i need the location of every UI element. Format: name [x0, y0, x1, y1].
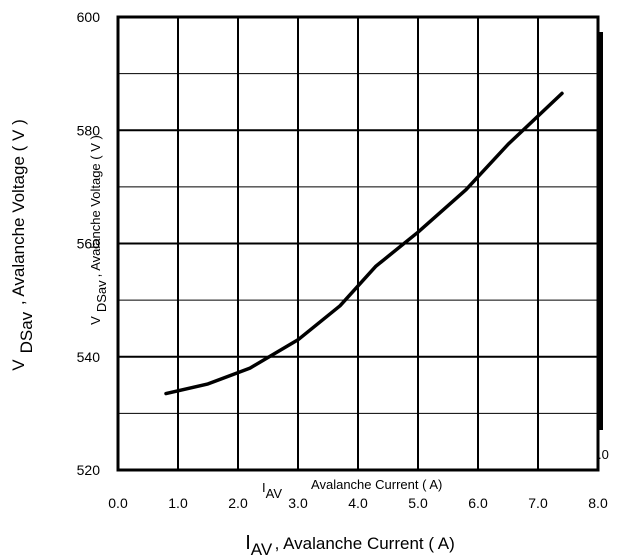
- x-axis-title: IAV, Avalanche Current ( A): [245, 532, 455, 559]
- ghost-edge-fragment: .0: [598, 447, 609, 462]
- x-tick-label: 1.0: [168, 495, 188, 511]
- ghost-x-symbol: I: [262, 480, 266, 495]
- x-tick-label: 7.0: [528, 495, 548, 511]
- series-line: [164, 91, 564, 396]
- x-tick-labels: 0.0 1.0 2.0 3.0 4.0 5.0 6.0 7.0 8.0: [108, 495, 608, 511]
- ghost-y-text: , Avalanche Voltage ( V ): [88, 135, 103, 277]
- x-tick-label: 4.0: [348, 495, 368, 511]
- y-axis-title-text: , Avalanche Voltage ( V ): [9, 119, 28, 305]
- y-tick-label: 600: [77, 9, 101, 25]
- x-tick-label: 0.0: [108, 495, 128, 511]
- ghost-x-subscript: AV: [266, 486, 283, 501]
- y-axis-title: V DSav , Avalanche Voltage ( V ): [9, 119, 36, 371]
- y-tick-label: 540: [77, 349, 101, 365]
- ghost-y-subscript: DSav: [94, 280, 109, 312]
- y-tick-label: 560: [77, 236, 101, 252]
- y-tick-label: 520: [77, 462, 101, 478]
- x-axis-title-symbol: I: [245, 532, 251, 554]
- grid-lines: [118, 17, 598, 470]
- ghost-y-axis-title: V DSav , Avalanche Voltage ( V ): [88, 135, 109, 325]
- x-axis-title-text: , Avalanche Current ( A): [275, 534, 455, 553]
- x-tick-label: 5.0: [408, 495, 428, 511]
- y-axis-title-subscript: DSav: [17, 311, 36, 353]
- x-tick-label: 6.0: [468, 495, 488, 511]
- ghost-x-text: Avalanche Current ( A): [311, 477, 442, 492]
- x-tick-label: 3.0: [288, 495, 308, 511]
- y-tick-label: 580: [77, 122, 101, 138]
- y-axis-title-symbol: V: [9, 359, 28, 371]
- ghost-x-axis-title: IAV Avalanche Current ( A): [262, 477, 442, 501]
- y-tick-labels: 520 540 560 580 600: [77, 9, 101, 478]
- x-tick-label: 8.0: [588, 495, 608, 511]
- right-edge-bar: [598, 32, 603, 430]
- x-tick-label: 2.0: [228, 495, 248, 511]
- ghost-y-symbol: V: [88, 316, 103, 325]
- x-axis-title-subscript: AV: [251, 540, 273, 559]
